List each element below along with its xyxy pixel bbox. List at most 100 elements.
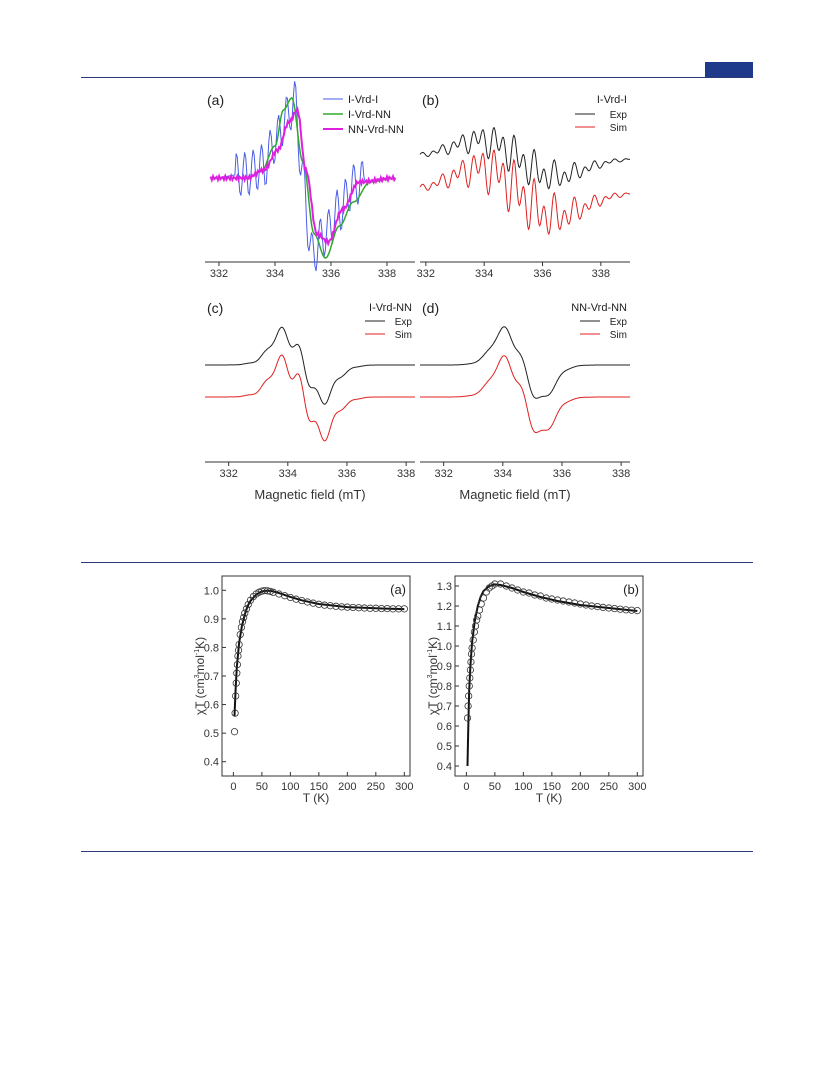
y-ticks: 0.4 0.5 0.6 0.7 0.8 0.9 1.0 [204, 585, 226, 769]
y-tick-label: 0.5 [204, 728, 219, 740]
x-ticks: 0 50 100 150 200 250 300 [463, 772, 646, 793]
compound-label: I-Vrd-NN [369, 302, 412, 314]
data-point [633, 606, 641, 615]
y-tick-label: 1.2 [437, 601, 452, 613]
x-tick-label: 150 [543, 781, 561, 793]
legend-label: Sim [610, 123, 627, 134]
compound-label: NN-Vrd-NN [571, 302, 627, 314]
data-point [389, 605, 397, 613]
legend-label: Sim [395, 330, 412, 341]
legend-label: Exp [395, 317, 413, 328]
plot-frame [454, 575, 644, 777]
data-points [463, 580, 641, 722]
series-line-exp [420, 326, 630, 399]
x-tick-label: 338 [592, 268, 610, 280]
y-tick-label: 1.0 [204, 585, 219, 597]
x-tick-label: 50 [256, 781, 268, 793]
series-line-exp [205, 326, 415, 405]
data-point [491, 580, 499, 588]
x-axis-label: Magnetic field (mT) [254, 487, 365, 502]
data-point [231, 709, 239, 717]
data-point [242, 605, 251, 613]
x-tick-label: 332 [210, 268, 228, 280]
legend: I-Vrd-I I-Vrd-NN NN-Vrd-NN [323, 94, 404, 136]
y-tick-label: 0.9 [204, 614, 219, 626]
panel-tag: (a) [390, 582, 406, 597]
data-point [244, 600, 252, 609]
data-point [571, 599, 579, 607]
epr-curves [419, 127, 631, 236]
x-ticks: 332 334 336 338 [219, 462, 415, 480]
x-tick-label: 334 [475, 268, 493, 280]
chiT-panel-a: 0.4 0.5 0.6 0.7 0.8 0.9 1.0 0 50 100 150 200 250 300… [193, 575, 413, 805]
data-point [467, 658, 475, 666]
data-point [377, 604, 386, 613]
data-point [343, 603, 351, 611]
data-point [519, 588, 527, 596]
x-tick-label: 0 [463, 781, 469, 793]
data-point [463, 714, 472, 722]
data-point [292, 595, 300, 603]
data-point [559, 597, 567, 605]
y-tick-label: 0.8 [204, 642, 219, 654]
data-point [616, 605, 624, 613]
data-point [355, 604, 363, 612]
y-tick-label: 0.4 [437, 761, 452, 773]
data-point [542, 594, 550, 602]
figure-separator-rule [81, 562, 753, 563]
data-point [479, 594, 488, 602]
x-tick-label: 334 [266, 268, 284, 280]
legend: Exp Sim [365, 317, 412, 341]
x-ticks: 332 334 336 338 [434, 462, 630, 480]
data-point [326, 602, 334, 610]
chiT-panel-b: 0.4 0.5 0.6 0.7 0.8 0.9 1.0 1.1 1.2 1.3 0 50 100 150… [426, 575, 646, 805]
x-tick-label: 336 [338, 468, 356, 480]
y-tick-label: 0.7 [437, 701, 452, 713]
legend-label: Exp [610, 317, 628, 328]
data-point [605, 604, 613, 612]
y-tick-label: 0.6 [204, 700, 219, 712]
data-point [315, 600, 323, 608]
data-point [263, 587, 272, 595]
data-point [266, 587, 275, 596]
data-point [622, 606, 630, 614]
x-tick-label: 250 [600, 781, 618, 793]
legend-label: I-Vrd-NN [348, 109, 391, 121]
data-point [232, 679, 240, 687]
data-point [531, 591, 539, 599]
series-line-exp [419, 127, 630, 190]
y-tick-label: 1.3 [437, 581, 452, 593]
data-point [233, 669, 241, 677]
series-line-sim [205, 354, 415, 442]
data-point [236, 630, 244, 639]
data-point [383, 604, 391, 613]
data-point [548, 595, 556, 603]
data-point [338, 603, 346, 611]
legend-label: Exp [610, 110, 628, 121]
data-point [232, 692, 240, 700]
y-ticks: 0.4 0.5 0.6 0.7 0.8 0.9 1.0 1.1 1.2 1.3 [437, 581, 459, 773]
data-point [234, 652, 242, 660]
y-axis-label: χT (cm3mol-1K) [193, 637, 207, 715]
panel-tag: (d) [422, 300, 439, 316]
y-tick-label: 0.5 [437, 741, 452, 753]
x-tick-label: 100 [514, 781, 532, 793]
data-point [230, 728, 239, 736]
data-point [309, 599, 317, 607]
x-tick-label: 50 [489, 781, 501, 793]
data-point [465, 692, 473, 700]
x-tick-label: 0 [230, 781, 236, 793]
data-point [261, 586, 269, 595]
data-point [465, 682, 473, 690]
x-tick-label: 250 [367, 781, 385, 793]
x-tick-label: 332 [434, 468, 452, 480]
x-tick-label: 200 [338, 781, 356, 793]
data-point [468, 644, 476, 652]
data-point [303, 598, 312, 606]
x-tick-label: 332 [417, 268, 435, 280]
x-tick-label: 336 [322, 268, 340, 280]
data-point [628, 606, 636, 614]
x-ticks: 332 334 336 338 [210, 262, 396, 280]
x-tick-label: 100 [281, 781, 299, 793]
y-tick-label: 0.8 [437, 681, 452, 693]
